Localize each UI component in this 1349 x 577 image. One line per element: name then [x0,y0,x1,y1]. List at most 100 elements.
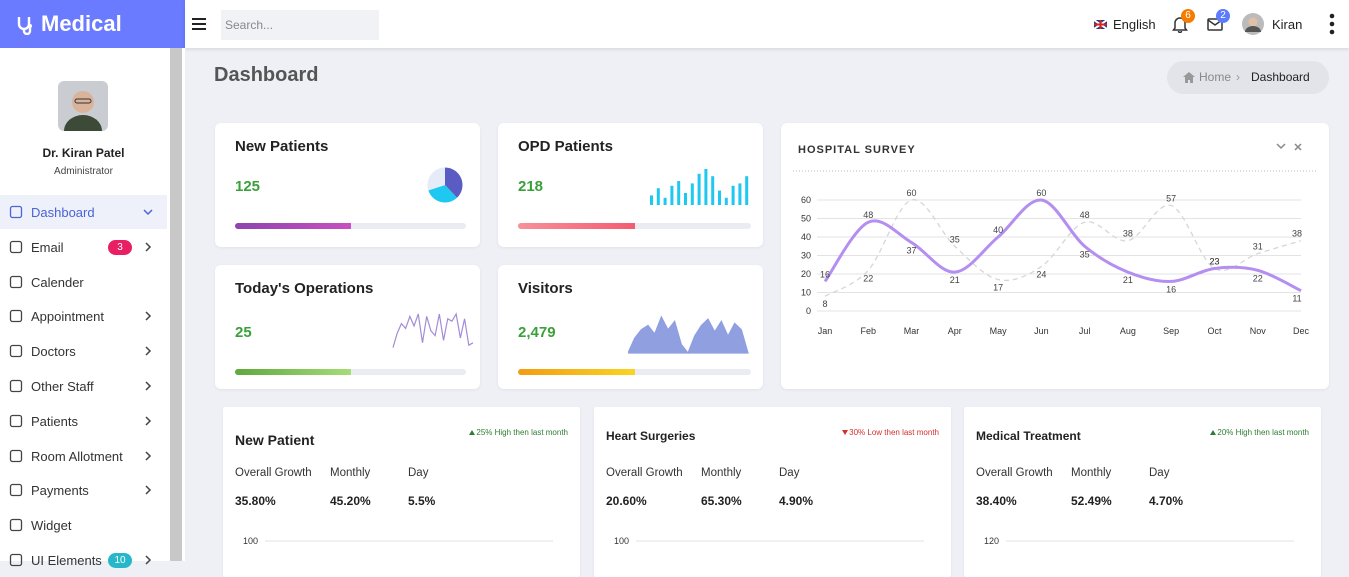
spark-bar [663,197,667,205]
chevron-shape [145,346,152,356]
x-tick-label: Sep [1163,326,1179,336]
growth-stat-value: 20.60% [606,494,647,508]
menu-icon [9,310,23,323]
chevron [143,209,153,216]
progress-track [518,223,751,229]
collapse-icon[interactable] [1276,143,1286,150]
data-label: 8 [822,299,827,309]
x-tick-label: May [990,326,1008,336]
icon-shape [9,310,23,323]
menu-icon [9,553,23,567]
menu-item[interactable]: Patients [0,404,167,438]
chevron-shape [143,209,153,216]
growth-stat-label: Day [1149,467,1170,479]
growth-chart: 100 [614,536,924,546]
y-tick-label: 10 [801,288,811,298]
breadcrumb: Home › Dashboard [1167,61,1329,94]
pie-slice [445,167,463,198]
breadcrumb-separator: › [1236,70,1240,84]
icon-shape [9,449,23,462]
spark-bar [738,183,742,205]
menu-badge: 3 [108,239,132,255]
x-tick-label: Mar [904,326,920,336]
trend-text: 25% High then last month [476,428,568,437]
arrow-shape [1210,430,1217,435]
menu-item[interactable]: Doctors [0,334,167,368]
growth-stat-label: Day [779,467,800,479]
profile-photo [58,81,108,131]
spark-bar [731,185,735,205]
menu-item[interactable]: Payments [0,473,167,507]
chevron [145,555,152,565]
language[interactable]: English [1113,17,1156,32]
data-label: 22 [863,273,873,283]
menu-item[interactable]: Other Staff [0,369,167,403]
progress-track [235,223,466,229]
icon-shape [9,379,23,393]
menu-icon [9,240,23,253]
data-label: 38 [1292,229,1302,239]
menu-item[interactable]: Room Allotment [0,439,167,473]
survey-chart: HOSPITAL SURVEY 0 10 20 30 40 50 60 Jan Feb Mar Ap… [793,143,1317,336]
menu-icon [9,414,23,427]
data-label: 35 [950,234,960,244]
close-icon[interactable] [1294,143,1302,151]
progress-track [235,369,466,375]
y-tick-label: 30 [801,251,811,261]
spark-bar [704,169,708,205]
progress-fill [235,369,351,375]
breadcrumb-link[interactable]: Home [1199,70,1232,84]
stat-value: 2,479 [518,324,556,341]
chevron [145,381,152,391]
icon-shape [9,345,23,358]
data-label: 37 [907,246,917,256]
user-name[interactable]: Kiran [1272,17,1303,32]
menu-toggle[interactable] [192,17,206,31]
user-avatar[interactable] [1242,13,1264,35]
sparkline [427,167,463,203]
icon-shape [9,205,23,219]
menu-item[interactable]: Dashboard [0,195,167,229]
menu-item[interactable]: Calender [0,265,167,299]
data-label: 17 [993,283,1003,293]
more-menu[interactable] [1329,13,1335,35]
menu-icon [9,205,23,219]
menu-icon [9,519,23,532]
brand-name: Medical [41,11,122,36]
menu-icon [9,275,23,288]
stat-value: 25 [235,324,252,341]
brand[interactable]: Medical [0,0,185,48]
menu-label: Calender [31,274,84,290]
scrollbar [170,48,182,561]
y-tick-label: 40 [801,232,811,242]
growth-title: New Patient [235,432,315,448]
stat-card: Today's Operations 25 [215,265,480,389]
menu-item[interactable]: UI Elements 10 [0,543,167,577]
data-label: 21 [950,275,960,285]
growth-stat-value: 35.80% [235,494,276,508]
growth-stat-label: Overall Growth [976,467,1053,479]
menu-item[interactable]: Appointment [0,299,167,333]
series-line [823,198,1302,293]
growth-stat-value: 65.30% [701,494,742,508]
growth-stat-value: 38.40% [976,494,1017,508]
spark-bar [745,176,749,205]
y-tick-label: 100 [243,536,258,546]
y-tick-label: 0 [806,306,811,316]
chevron-shape [145,555,152,565]
pie-slice [427,167,445,191]
stat-card: OPD Patients 218 [498,123,763,247]
page-title: Dashboard [214,64,319,86]
menu-item[interactable]: Widget [0,508,167,542]
growth-stat-value: 45.20% [330,494,371,508]
trend-text: 30% Low then last month [849,428,939,437]
sparkline [392,312,474,348]
growth-stat-label: Monthly [1071,467,1112,479]
data-label: 21 [1123,275,1133,285]
stat-card: New Patients 125 [215,123,480,247]
data-label: 40 [993,225,1003,235]
search-box[interactable]: Search... [221,10,379,40]
chart-title: HOSPITAL SURVEY [798,144,916,156]
menu-item[interactable]: Email 3 [0,230,167,264]
spark-area [628,315,749,355]
